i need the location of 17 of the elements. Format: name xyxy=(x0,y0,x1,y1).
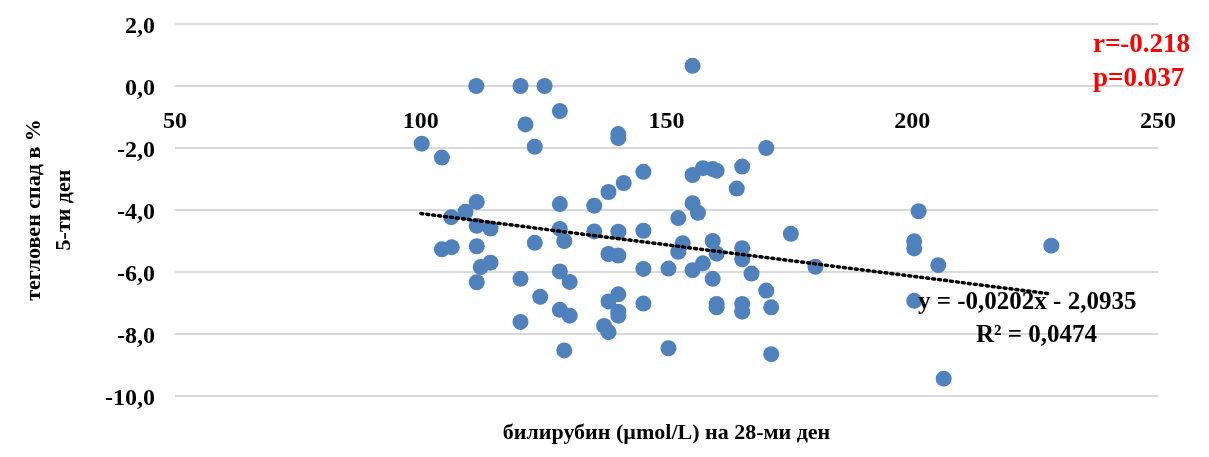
annotation: r=-0.218 xyxy=(1093,28,1191,58)
y-tick-label: -8,0 xyxy=(117,321,155,348)
y-tick-label: 0,0 xyxy=(125,73,155,100)
y-tick-label: -4,0 xyxy=(117,197,155,224)
y-tick-label: -10,0 xyxy=(105,383,155,410)
x-tick-label: 100 xyxy=(402,107,439,133)
x-tick-label: 200 xyxy=(894,107,931,133)
x-tick-label: 50 xyxy=(163,107,187,133)
annotation: p=0.037 xyxy=(1093,62,1185,92)
y-tick-label: -2,0 xyxy=(117,135,155,162)
y-tick-label: 2,0 xyxy=(125,11,155,38)
y-axis-title: тегловен спад в % 5-ти ден xyxy=(20,119,75,301)
annotation: R² = 0,0474 xyxy=(976,320,1098,347)
x-axis-title: билирубин (µmol/L) на 28-ми ден xyxy=(502,419,831,444)
x-tick-label: 150 xyxy=(648,107,685,133)
y-tick-label: -6,0 xyxy=(117,259,155,286)
x-tick-label: 250 xyxy=(1140,107,1176,133)
